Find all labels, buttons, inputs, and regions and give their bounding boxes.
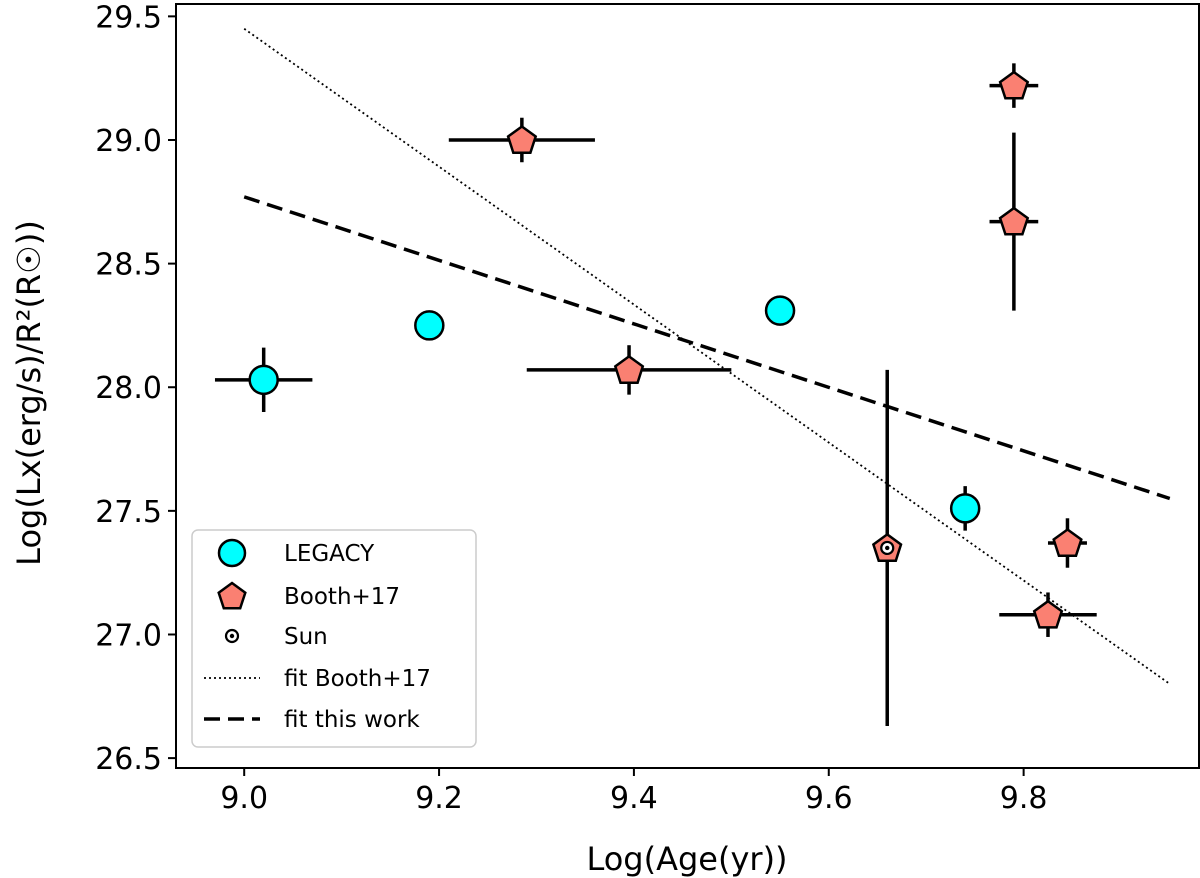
legacy-point — [414, 310, 445, 341]
legend-frame — [191, 529, 477, 748]
booth17-point — [998, 70, 1030, 100]
legend-entry: fit this work — [204, 707, 420, 733]
fit-this-work-line — [243, 195, 1171, 501]
legacy-point — [764, 295, 796, 326]
x-tick-label: 9.8 — [1000, 781, 1048, 816]
booth17-point — [998, 206, 1030, 236]
legend-label: fit this work — [284, 707, 420, 733]
y-tick-label: 28.5 — [95, 248, 162, 283]
booth17-point — [1032, 599, 1064, 629]
x-tick-label: 9.0 — [220, 781, 268, 816]
x-tick-label: 9.2 — [415, 781, 463, 816]
legend-entry: Sun — [224, 624, 328, 650]
legend-entry: Booth+17 — [217, 581, 400, 610]
plot-area — [214, 27, 1171, 726]
legend-entry: LEGACY — [217, 538, 375, 568]
legend-label: Sun — [284, 624, 328, 650]
y-tick-label: 29.5 — [95, 0, 162, 35]
legend-label: Booth+17 — [284, 584, 400, 610]
booth17-point — [1052, 527, 1083, 557]
y-tick-label: 27.0 — [95, 618, 162, 653]
booth17-point — [506, 124, 538, 154]
legacy-point — [949, 493, 981, 524]
legend-sun-marker-dot — [229, 633, 235, 639]
y-tick-label: 26.5 — [95, 742, 162, 777]
legend-label: fit Booth+17 — [284, 666, 431, 692]
axes: 9.0 9.2 9.4 9.6 9.8 26.5 27.0 27.5 28.0 28.5 29.0 2… — [95, 0, 1200, 816]
y-tick-label: 28.0 — [95, 371, 162, 406]
legend-entry: fit Booth+17 — [204, 666, 431, 692]
x-tick-label: 9.6 — [805, 781, 853, 816]
booth17-point — [613, 354, 645, 384]
y-tick-label: 29.0 — [95, 124, 162, 159]
legend-label: LEGACY — [284, 541, 375, 567]
legend-legacy-marker — [217, 538, 247, 568]
x-tick-label: 9.4 — [610, 781, 658, 816]
legend: LEGACY Booth+17 Sun fit Booth+17 fit this wo… — [191, 529, 477, 748]
x-axis-label: Log(Age(yr)) — [586, 840, 787, 878]
sun-point-dot — [885, 545, 890, 551]
y-axis-label: Log(Lx(erg/s)/R²(R☉)) — [10, 220, 48, 566]
plot-frame — [175, 3, 1200, 769]
legend-booth17-marker — [217, 581, 247, 610]
legacy-point — [248, 364, 279, 396]
fit-booth17-line — [243, 27, 1171, 685]
y-tick-label: 27.5 — [95, 495, 162, 530]
